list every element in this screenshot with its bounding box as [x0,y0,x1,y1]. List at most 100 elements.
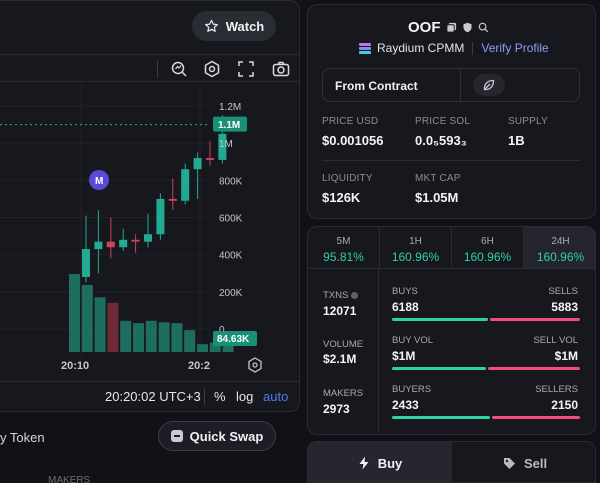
liquidity-value: $126K [322,190,361,205]
makers-value: 2973 [323,402,350,416]
x-tick-label: 20:10 [61,360,89,372]
fullscreen-icon[interactable] [237,60,255,78]
volume-bar [145,320,157,352]
quick-swap-button[interactable]: Quick Swap [158,421,276,451]
event-marker [89,170,109,190]
tab-6h-pct: 160.96% [463,250,512,264]
txn-stats-card: 5M 95.81% 1H 160.96% 6H 160.96% 24H 160.… [307,226,596,435]
sellers-bar [492,416,580,419]
tag-icon [503,457,515,469]
liquidity-label: LIQUIDITY [322,173,373,184]
chart-bottom-bar: 20:20:02 UTC+3 % log auto [0,381,300,409]
tab-24h-label: 24H [551,236,570,247]
chart-time: 20:20:02 UTC+3 [105,389,201,404]
buy-vol-bar [392,367,486,370]
indicator-search-icon[interactable] [170,60,188,78]
shield-icon[interactable] [462,22,473,33]
quick-swap-label: Quick Swap [189,428,264,444]
volume-bar [107,302,119,352]
candle-body [156,198,165,235]
candle-body [144,234,152,242]
price-marker-label: 1.1M [218,120,240,131]
chart-section: Watch 1.2M 1M 800K 600K 400K 200K 0 1.1M 84.63K M… [0,0,300,483]
volume-bar [197,344,208,352]
tab-5m[interactable]: 5M 95.81% [308,227,379,268]
volume-label: VOLUME [323,339,364,350]
volume-bar [184,330,196,352]
tab-1h-pct: 160.96% [391,250,440,264]
buys-bar [392,318,488,321]
dex-name: Raydium CPMM [377,41,465,55]
leaf-icon [483,79,495,91]
y-tick-label: 1M [219,139,233,150]
tab-24h[interactable]: 24H 160.96% [524,227,595,268]
supply-value: 1B [508,133,525,148]
dex-row: Raydium CPMM Verify Profile [359,41,549,55]
volume-bar [209,342,221,352]
settings-hex-icon[interactable] [203,60,221,78]
bottom-divider [204,388,205,405]
axis-settings-icon[interactable] [248,357,262,373]
from-contract-label: From Contract [335,79,418,93]
price-marker-badge [213,116,247,132]
liquidity-stat: LIQUIDITY $126K [322,173,373,205]
txns-value: 12071 [323,304,357,318]
volume-marker-label: 84.63K [217,334,250,345]
price-sol-value: 0.0₅593₃ [415,133,467,148]
copy-icon[interactable] [445,22,457,33]
buy-token-tab[interactable]: y Token [0,430,45,445]
price-usd-stat: PRICE USD $0.001056 [322,116,383,148]
buyers-value: 2433 [392,398,419,412]
price-chart[interactable]: 1.2M 1M 800K 600K 400K 200K 0 1.1M 84.63K M 20:10 2… [0,84,300,384]
search-icon[interactable] [478,22,489,33]
tab-divider [451,227,452,268]
axis-settings-icon-center [252,362,258,368]
percent-scale-toggle[interactable]: % [214,389,226,404]
auto-scale-toggle[interactable]: auto [263,389,289,404]
verify-profile-link[interactable]: Verify Profile [481,41,549,55]
toolbar-divider [157,60,158,78]
volume-marker-badge [213,331,257,346]
makers-label: MAKERS [323,388,364,399]
chart-toolbar [0,54,300,82]
buy-tab[interactable]: Buy [308,442,452,482]
volume-bar [222,345,234,352]
buys-value: 6188 [392,300,419,314]
tab-1h[interactable]: 1H 160.96% [380,227,451,268]
watch-label: Watch [225,18,265,34]
token-name: OOF [408,19,441,36]
buy-label: Buy [377,455,403,471]
watch-button[interactable]: Watch [192,11,276,41]
price-sol-label: PRICE SOL [415,116,471,127]
candle-body [94,241,103,250]
from-contract-divider [460,69,461,101]
log-scale-toggle[interactable]: log [236,389,254,404]
y-tick-label: 600K [219,214,243,225]
volume-bar [81,284,93,352]
candle-body [168,198,177,201]
y-tick-label: 200K [219,288,243,299]
price-sol-stat: PRICE SOL 0.0₅593₃ [415,116,470,148]
stats-divider [378,269,379,434]
volume-bar [69,274,80,352]
tab-divider [379,227,380,268]
from-contract-box[interactable]: From Contract [322,68,580,102]
buys-label: BUYS [392,286,418,297]
leaf-button[interactable] [473,74,505,96]
supply-stat: SUPPLY 1B [508,116,548,148]
candle-body [131,239,140,242]
volume-bar [133,323,144,352]
event-marker-label: M [95,176,103,187]
volume-bar [158,322,170,352]
sell-vol-bar [488,367,580,370]
camera-icon[interactable] [272,60,290,78]
sell-tab[interactable]: Sell [453,442,595,482]
sellers-value: 2150 [551,398,578,412]
buyers-label: BUYERS [392,384,432,395]
makers-tab[interactable]: MAKERS [48,475,91,483]
candle-body [193,158,202,170]
tab-5m-pct: 95.81% [323,250,364,264]
tab-6h[interactable]: 6H 160.96% [452,227,523,268]
sell-vol-label: SELL VOL [533,335,578,346]
